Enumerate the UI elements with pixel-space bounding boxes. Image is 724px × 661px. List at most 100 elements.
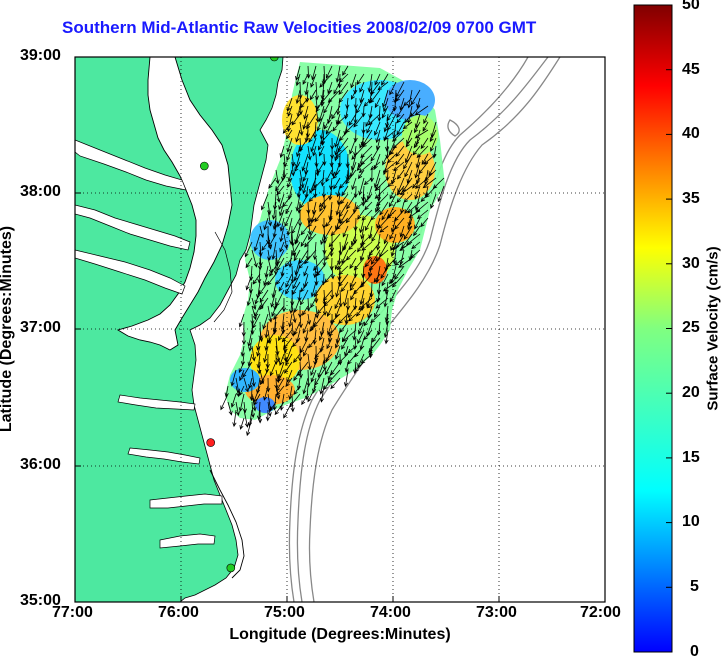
x-tick-label: 75:00 xyxy=(264,604,305,621)
velocity-arrow xyxy=(324,273,333,284)
velocity-arrow xyxy=(359,81,365,93)
velocity-arrow xyxy=(289,297,294,315)
velocity-arrow xyxy=(364,217,373,232)
x-tick-label: 74:00 xyxy=(370,604,411,621)
velocity-arrow xyxy=(298,209,303,227)
velocity-arrow xyxy=(316,305,325,315)
velocity-arrow xyxy=(230,393,237,408)
velocity-arrow xyxy=(302,113,309,130)
velocity-arrow xyxy=(254,305,261,318)
velocity-arrow xyxy=(336,97,341,116)
velocity-arrow xyxy=(313,257,325,271)
velocity-arrow xyxy=(251,297,257,310)
velocity-arrow xyxy=(364,257,373,268)
y-tick-label: 39:00 xyxy=(20,47,61,64)
velocity-arrow xyxy=(340,281,349,293)
y-tick-label: 35:00 xyxy=(20,592,61,609)
velocity-arrow xyxy=(379,225,389,233)
velocity-arrow xyxy=(319,377,325,395)
velocity-arrow xyxy=(386,209,397,220)
velocity-arrow xyxy=(292,241,301,256)
velocity-arrow xyxy=(413,137,421,149)
velocity-arrow xyxy=(301,393,309,406)
velocity-arrow xyxy=(284,361,293,374)
velocity-arrow xyxy=(322,241,327,255)
x-tick-label: 72:00 xyxy=(580,604,621,621)
velocity-arrow xyxy=(256,345,261,357)
velocity-arrow xyxy=(383,321,389,339)
velocity-arrow xyxy=(339,129,349,142)
velocity-arrow xyxy=(374,305,381,318)
velocity-arrow xyxy=(330,225,341,237)
velocity-arrow xyxy=(286,217,293,237)
velocity-arrow xyxy=(383,161,397,173)
velocity-arrow xyxy=(246,289,253,307)
velocity-arrow xyxy=(292,281,301,296)
velocity-arrow xyxy=(410,89,421,106)
velocity-arrow xyxy=(283,233,289,250)
velocity-arrow xyxy=(387,177,397,188)
velocity-arrow xyxy=(410,249,421,259)
velocity-arrow xyxy=(293,321,301,336)
velocity-arrow xyxy=(330,265,335,280)
velocity-arrow xyxy=(239,417,245,430)
velocity-arrow xyxy=(343,369,349,388)
velocity-arrow xyxy=(293,369,301,382)
velocity-arrow xyxy=(240,345,245,357)
velocity-arrow xyxy=(305,121,310,139)
velocity-arrow xyxy=(280,265,285,277)
velocity-arrow xyxy=(398,257,413,268)
velocity-arrow xyxy=(230,369,237,387)
velocity-arrow xyxy=(404,113,413,124)
velocity-arrow xyxy=(337,153,342,168)
velocity-arrow xyxy=(325,169,333,183)
velocity-arrow xyxy=(282,121,293,134)
velocity-arrow xyxy=(288,385,293,401)
velocity-arrow xyxy=(269,265,277,277)
velocity-arrow xyxy=(338,81,349,96)
velocity-arrow xyxy=(285,129,293,140)
velocity-arrow xyxy=(340,193,349,205)
chart-title: Southern Mid-Atlantic Raw Velocities 200… xyxy=(62,18,537,37)
velocity-arrow xyxy=(279,225,285,243)
velocity-arrow xyxy=(416,209,429,220)
velocity-arrow xyxy=(366,297,381,309)
velocity-arrow xyxy=(298,313,303,329)
velocity-arrow xyxy=(322,353,333,364)
tick-marks xyxy=(74,56,606,603)
velocity-arrow xyxy=(358,177,365,196)
velocity-arrow xyxy=(293,265,301,282)
velocity-arrow xyxy=(301,153,309,172)
velocity-arrow xyxy=(393,209,405,222)
velocity-arrow xyxy=(324,361,333,376)
velocity-arrow xyxy=(302,305,309,316)
velocity-arrow xyxy=(344,361,349,373)
colorbar-tick-label: 45 xyxy=(682,61,700,78)
velocity-arrow xyxy=(350,89,357,100)
velocity-arrow xyxy=(349,257,357,270)
velocity-arrow xyxy=(344,105,349,120)
velocity-arrow xyxy=(395,81,405,98)
velocity-arrow xyxy=(309,177,317,194)
velocity-arrow xyxy=(310,297,317,309)
velocity-arrow xyxy=(382,281,397,292)
velocity-arrow xyxy=(322,225,327,244)
velocity-arrow xyxy=(334,129,341,148)
velocity-arrow xyxy=(367,73,373,93)
velocity-arrow xyxy=(342,65,349,76)
velocity-arrow xyxy=(412,177,421,189)
velocity-arrow xyxy=(269,401,277,411)
velocity-arrow xyxy=(339,177,349,189)
velocity-arrow xyxy=(351,177,357,191)
velocity-arrow xyxy=(285,273,293,288)
velocity-arrow xyxy=(339,321,349,333)
velocity-arrow xyxy=(314,273,319,286)
velocity-arrow xyxy=(370,145,381,162)
velocity-arrow xyxy=(327,81,333,95)
velocity-arrow xyxy=(254,289,261,305)
velocity-arrow xyxy=(299,121,304,136)
velocity-arrow xyxy=(403,97,413,107)
velocity-arrow xyxy=(252,273,261,285)
velocity-arrow xyxy=(414,193,421,211)
velocity-arrow xyxy=(422,177,437,189)
